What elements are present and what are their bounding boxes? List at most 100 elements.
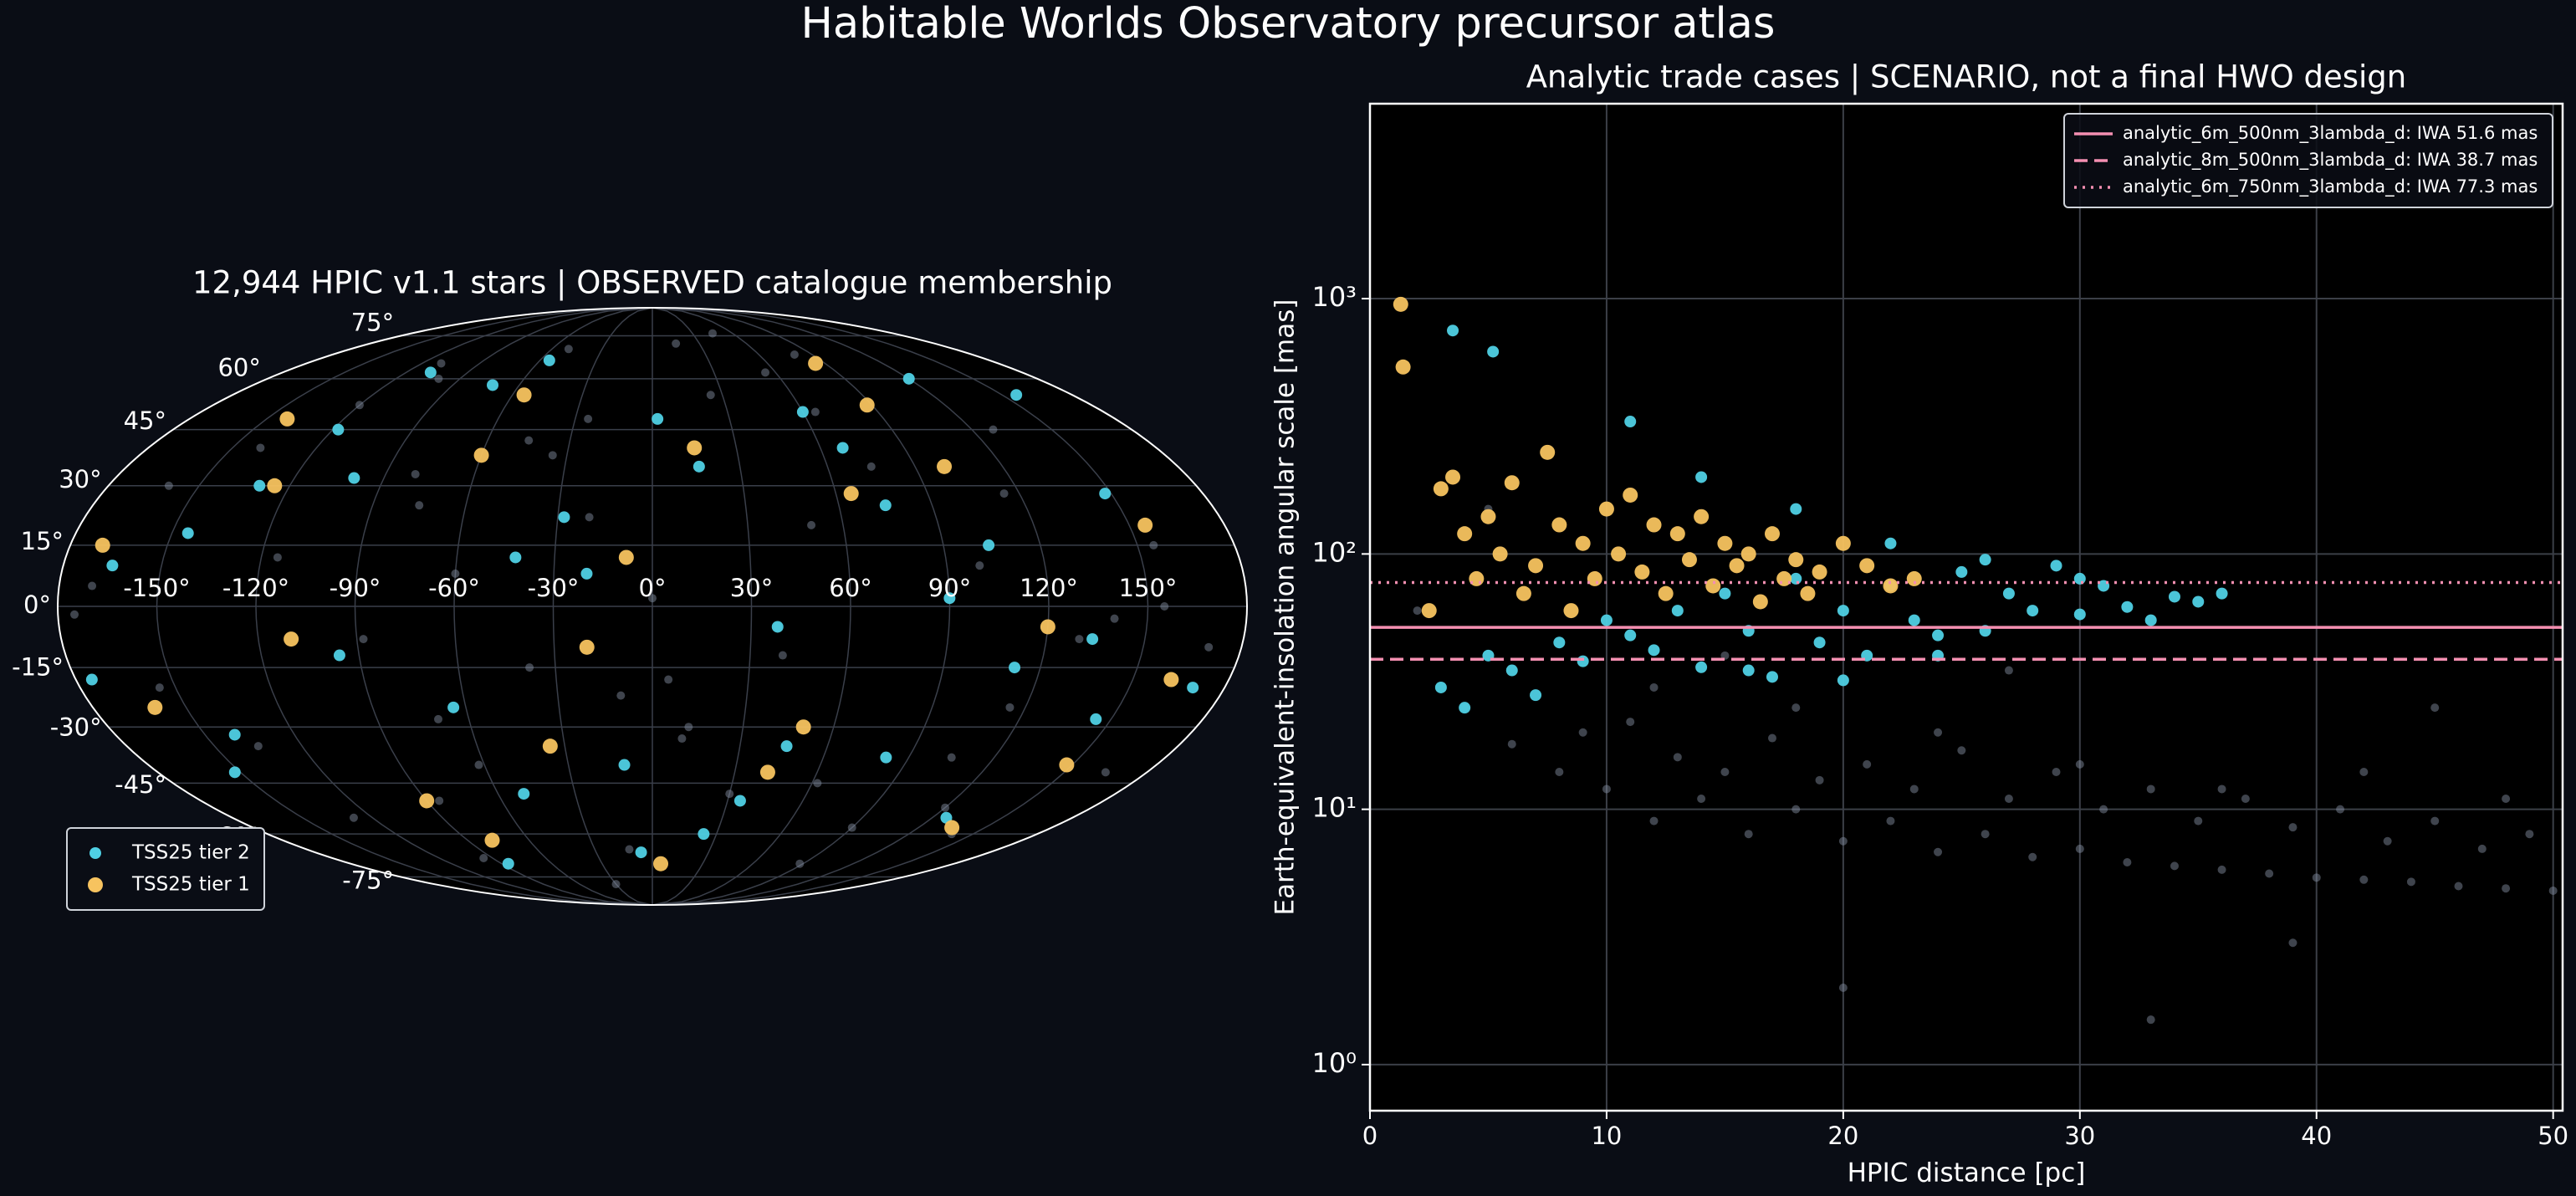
star-point [2359,875,2369,884]
star-point [1838,984,1848,993]
target-point [1624,416,1637,428]
target-point [473,447,489,463]
star-point [585,513,594,522]
target-point [2050,560,2062,572]
target-point [1884,537,1897,549]
target-point [1694,509,1710,524]
target-point [1086,633,1099,646]
target-point [1421,603,1437,619]
star-point [1838,836,1848,846]
star-point [2548,886,2558,895]
target-point [543,354,555,366]
star-point [1981,830,1990,839]
target-point [1658,585,1674,601]
star-point [2146,785,2155,794]
target-point [106,560,119,572]
star-point [474,760,483,769]
x-axis-label: HPIC distance [pc] [1848,1158,2086,1188]
target-point [1395,359,1411,375]
star-point [88,581,97,590]
star-point [2336,805,2345,814]
lon-tick-label: 90° [928,574,971,602]
star-point [584,414,593,423]
lat-tick-label: 30° [59,465,101,493]
star-point [790,350,799,360]
target-point [1671,605,1684,617]
target-point [1624,629,1637,641]
target-point [1187,682,1199,694]
lon-tick-label: -150° [123,574,190,602]
star-point [725,790,734,799]
star-point [761,368,770,377]
target-point [944,820,960,836]
target-point [879,499,892,512]
target-point [859,397,875,413]
target-point [228,728,241,741]
x-tick-label: 0 [1362,1122,1377,1150]
lon-tick-label: -120° [222,574,289,602]
target-point [1742,664,1755,677]
target-point [1648,644,1660,657]
target-point [1695,661,1708,673]
star-point [164,481,173,490]
star-point [1934,728,1943,737]
meridian [354,307,653,906]
target-point [1563,603,1579,619]
star-point [1160,602,1169,611]
star-point [2430,703,2440,713]
star-point [2454,882,2463,891]
target-point [937,458,953,474]
target-point [558,511,570,524]
target-point [502,857,514,870]
target-point [580,567,593,580]
star-point [2430,816,2440,825]
star-point [359,635,368,644]
target-point [1623,487,1638,503]
lat-tick-label: -75° [342,866,394,894]
target-point [1835,535,1851,551]
star-point [975,561,984,570]
star-point [2217,785,2226,794]
lat-tick-label: -45° [115,770,166,799]
star-point [813,779,822,788]
target-point [518,788,530,800]
target-point [1859,558,1875,574]
star-point [2241,794,2250,803]
star-point [672,339,681,348]
star-point [1555,768,1564,777]
lat-tick-label: 75° [351,309,394,337]
target-point [579,639,595,655]
star-point [70,610,79,619]
star-point [435,796,444,805]
star-point [2217,865,2226,874]
target-point [1515,585,1531,601]
sky-outline [57,307,1248,906]
target-point [1433,481,1449,497]
star-point [1886,816,1895,825]
target-point [2192,595,2205,608]
target-point [759,764,775,780]
star-point [2265,869,2274,878]
star-point [1413,606,1422,616]
meridian [652,307,753,906]
target-point [1059,757,1075,773]
target-point [1090,713,1102,725]
lat-tick-label: -15° [12,652,64,681]
target-point [2168,590,2180,603]
star-point [2359,768,2369,777]
star-point [2123,858,2132,867]
target-point [1600,614,1613,626]
star-point [564,345,573,354]
x-tick-label: 10 [1591,1122,1622,1150]
meridian [453,307,653,906]
star-point [2099,805,2108,814]
target-point [1457,526,1473,542]
target-point [147,699,163,715]
target-point [880,751,892,764]
star-point [708,329,717,338]
target-point [1681,552,1697,568]
target-point [1695,471,1708,483]
lat-tick-label: -30° [50,713,102,742]
star-point [1791,703,1801,713]
legend-swatch [89,847,101,859]
